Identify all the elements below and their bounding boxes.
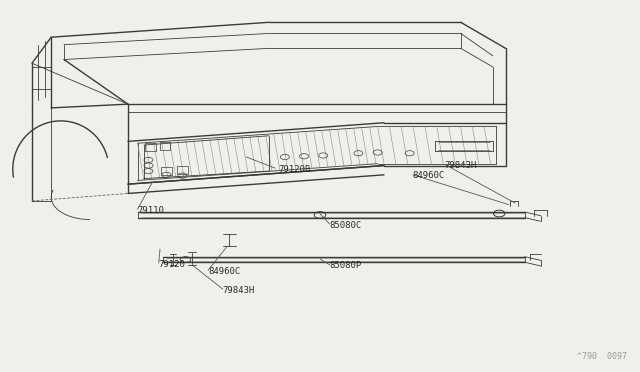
Text: 84960C: 84960C (413, 171, 445, 180)
Bar (161, 167, 172, 175)
Text: ^790  0097: ^790 0097 (577, 352, 627, 361)
Text: 85080C: 85080C (330, 221, 362, 230)
Bar (160, 142, 170, 150)
Text: 79843H: 79843H (223, 286, 255, 295)
Text: 79843H: 79843H (445, 161, 477, 170)
Bar (145, 143, 156, 151)
Text: 85080P: 85080P (330, 262, 362, 270)
Text: 84960C: 84960C (208, 267, 240, 276)
Text: 79120: 79120 (159, 260, 186, 269)
Text: 79110: 79110 (138, 206, 164, 215)
Bar (177, 166, 188, 174)
Text: 79120B: 79120B (278, 165, 310, 174)
